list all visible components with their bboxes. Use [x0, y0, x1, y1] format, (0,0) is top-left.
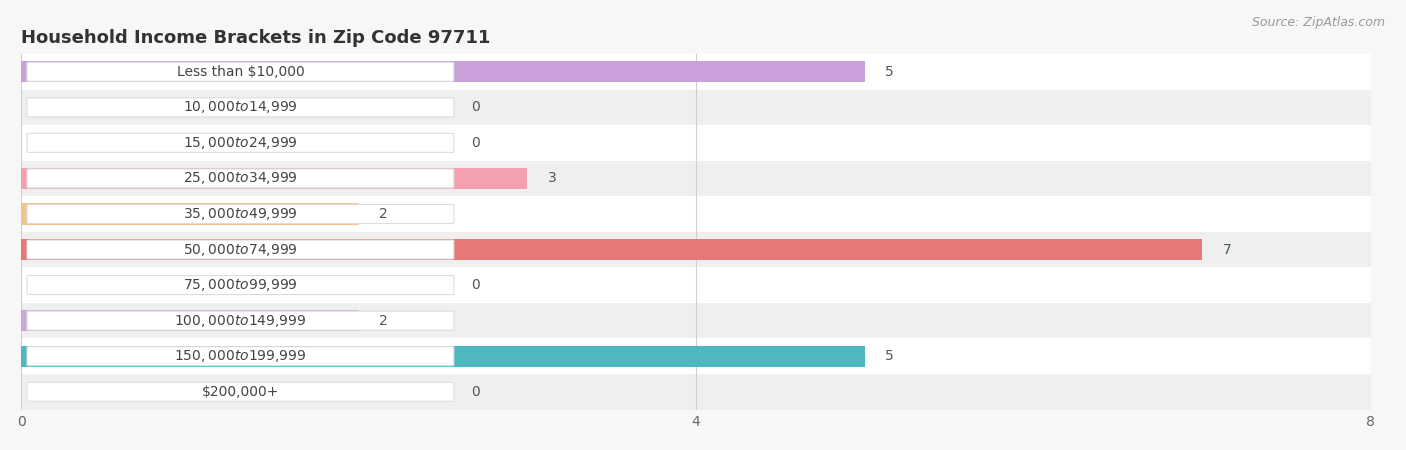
Text: $75,000 to $99,999: $75,000 to $99,999	[183, 277, 298, 293]
Text: 0: 0	[471, 278, 481, 292]
Bar	[21, 267, 1371, 303]
FancyBboxPatch shape	[27, 346, 454, 366]
FancyBboxPatch shape	[27, 204, 454, 224]
Text: 0: 0	[471, 136, 481, 150]
Bar	[21, 196, 1371, 232]
Text: $150,000 to $199,999: $150,000 to $199,999	[174, 348, 307, 364]
FancyBboxPatch shape	[27, 62, 454, 81]
FancyBboxPatch shape	[27, 98, 454, 117]
Text: 7: 7	[1222, 243, 1232, 256]
FancyBboxPatch shape	[27, 382, 454, 401]
Bar	[21, 338, 1371, 374]
Bar	[21, 203, 359, 225]
Bar	[21, 346, 865, 367]
Text: 2: 2	[378, 207, 388, 221]
Bar	[21, 161, 1371, 196]
Text: $35,000 to $49,999: $35,000 to $49,999	[183, 206, 298, 222]
FancyBboxPatch shape	[27, 133, 454, 153]
Text: 0: 0	[471, 100, 481, 114]
Bar	[21, 90, 1371, 125]
Text: 5: 5	[884, 65, 894, 79]
Bar	[21, 374, 1371, 410]
Text: 5: 5	[884, 349, 894, 363]
Text: $10,000 to $14,999: $10,000 to $14,999	[183, 99, 298, 115]
FancyBboxPatch shape	[27, 311, 454, 330]
Bar	[21, 239, 1202, 260]
Text: Less than $10,000: Less than $10,000	[177, 65, 304, 79]
Text: Source: ZipAtlas.com: Source: ZipAtlas.com	[1251, 16, 1385, 29]
Bar	[21, 303, 1371, 338]
Bar	[21, 125, 1371, 161]
Text: $50,000 to $74,999: $50,000 to $74,999	[183, 242, 298, 257]
Bar	[21, 61, 865, 82]
FancyBboxPatch shape	[27, 275, 454, 295]
Text: 0: 0	[471, 385, 481, 399]
Text: $15,000 to $24,999: $15,000 to $24,999	[183, 135, 298, 151]
Text: 2: 2	[378, 314, 388, 328]
Text: $200,000+: $200,000+	[201, 385, 280, 399]
Bar	[21, 168, 527, 189]
Bar	[21, 54, 1371, 90]
FancyBboxPatch shape	[27, 240, 454, 259]
FancyBboxPatch shape	[27, 169, 454, 188]
Text: $25,000 to $34,999: $25,000 to $34,999	[183, 171, 298, 186]
Bar	[21, 232, 1371, 267]
Text: Household Income Brackets in Zip Code 97711: Household Income Brackets in Zip Code 97…	[21, 29, 491, 47]
Bar	[21, 310, 359, 331]
Text: 3: 3	[547, 171, 557, 185]
Text: $100,000 to $149,999: $100,000 to $149,999	[174, 313, 307, 328]
